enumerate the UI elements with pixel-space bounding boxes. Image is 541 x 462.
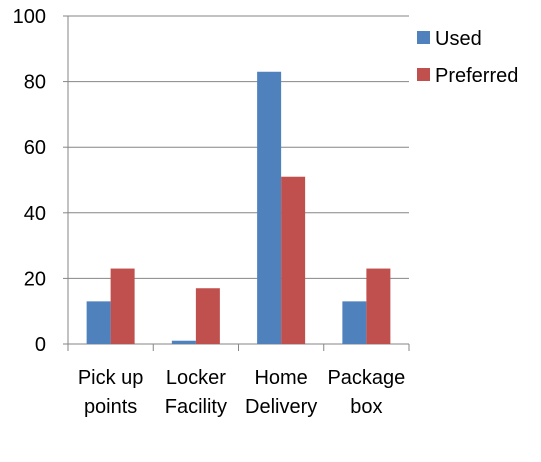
category-label: box: [350, 396, 382, 418]
y-tick-label: 0: [35, 334, 46, 356]
legend-swatch-preferred: [417, 68, 430, 81]
y-tick-label: 100: [13, 6, 46, 28]
y-tick-label: 60: [24, 137, 46, 159]
y-tick-label: 20: [24, 268, 46, 290]
bar-preferred-1: [195, 288, 220, 344]
category-label: Pick up: [78, 367, 144, 389]
y-tick-label: 40: [24, 203, 46, 225]
bar-used-3: [342, 301, 367, 344]
category-label: Package: [327, 367, 405, 389]
category-label: Facility: [165, 396, 227, 418]
bar-used-0: [86, 301, 111, 344]
legend-swatch-used: [417, 31, 430, 44]
bars: [86, 71, 391, 344]
bar-preferred-3: [366, 268, 391, 344]
y-axis-tick-labels: 0 20 40 60 80 100: [13, 6, 46, 356]
x-axis-category-labels: Pick up points Locker Facility Home Delivery P…: [78, 367, 405, 418]
bar-used-1: [171, 340, 196, 344]
gridlines: [68, 15, 409, 279]
category-label: Home: [254, 367, 307, 389]
category-label: points: [84, 396, 137, 418]
category-label: Locker: [166, 367, 226, 389]
bar-preferred-2: [281, 176, 306, 344]
legend-label-preferred: Preferred: [435, 65, 518, 87]
legend: Used Preferred: [417, 28, 518, 87]
legend-label-used: Used: [435, 28, 482, 50]
bar-used-2: [257, 71, 282, 344]
bar-preferred-0: [110, 268, 135, 344]
category-label: Delivery: [245, 396, 317, 418]
y-tick-label: 80: [24, 72, 46, 94]
